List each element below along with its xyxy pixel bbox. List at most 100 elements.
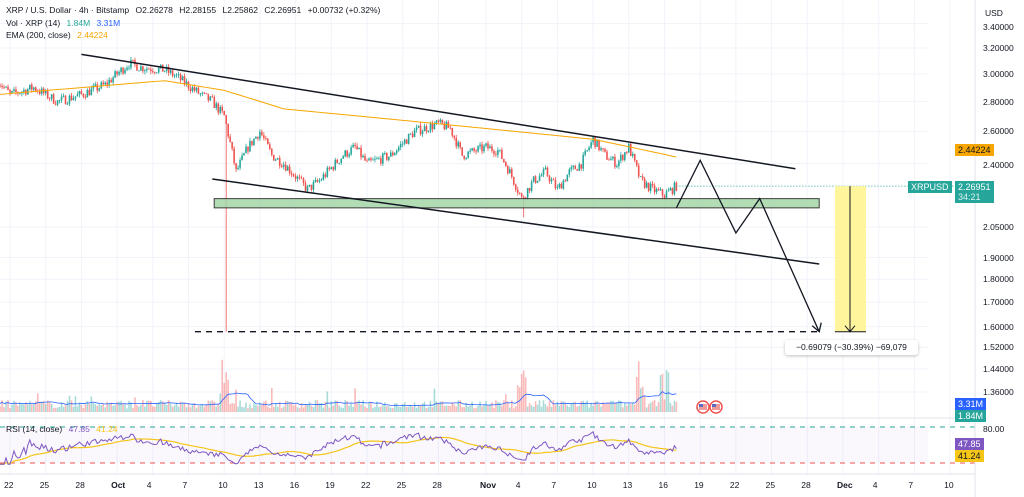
volume-bar — [530, 405, 533, 412]
volume-bar — [247, 408, 249, 412]
volume-bar — [54, 407, 57, 412]
candle-body — [499, 149, 501, 151]
candle-body — [548, 176, 551, 182]
volume-bar — [512, 408, 515, 412]
volume-bar — [370, 402, 372, 412]
volume-bar — [60, 402, 63, 412]
volume-bar — [552, 400, 555, 412]
candle-body — [142, 66, 144, 72]
volume-bar — [153, 406, 156, 412]
volume-bar — [144, 406, 146, 412]
candle-body — [390, 152, 392, 157]
date-tick: 10 — [587, 480, 597, 490]
volume-bar — [376, 401, 378, 412]
volume-bar — [276, 406, 279, 412]
candle-body — [528, 188, 531, 191]
candle-body — [380, 158, 382, 164]
volume-bar — [598, 403, 600, 412]
volume-bar — [336, 400, 339, 412]
candle-body — [33, 87, 35, 90]
volume-bar — [348, 405, 350, 412]
candle-body — [144, 70, 146, 72]
candle-body — [594, 137, 596, 147]
price-tick: 2.80000 — [983, 96, 1014, 107]
volume-bar — [231, 402, 233, 412]
symbol-tag: XRPUSD — [908, 181, 952, 193]
rsi-upper-label: 80.00 — [983, 424, 1005, 434]
candle-body — [50, 94, 53, 99]
volume-bar — [296, 407, 299, 412]
candle-body — [608, 159, 610, 161]
volume-bar — [338, 405, 341, 412]
candle-body — [316, 180, 319, 182]
candle-body — [272, 154, 275, 161]
volume-bar — [332, 405, 335, 412]
volume-bar — [197, 406, 200, 412]
candle-body — [298, 176, 301, 178]
volume-bar — [324, 401, 327, 412]
candle-body — [628, 143, 630, 153]
candle-body — [223, 111, 225, 116]
volume-bar — [645, 407, 648, 412]
candle-body — [112, 77, 114, 83]
volume-bar — [306, 404, 309, 412]
volume-bar — [501, 405, 503, 412]
volume-bar — [620, 401, 622, 412]
candle-body — [66, 103, 69, 105]
candle-body — [231, 141, 233, 149]
candle-body — [397, 147, 400, 151]
candle-body — [393, 153, 396, 156]
price-tick: 1.60000 — [983, 321, 1014, 332]
volume-bar — [540, 406, 543, 412]
volume-bar — [649, 402, 652, 412]
volume-bar — [25, 402, 27, 412]
candle-body — [265, 138, 267, 139]
volume-bar — [380, 406, 382, 412]
candle-body — [31, 84, 33, 90]
volume-bar — [227, 379, 229, 412]
volume-bar — [278, 402, 281, 412]
volume-bar — [425, 408, 428, 412]
volume-bar — [483, 404, 485, 412]
date-tick: Dec — [837, 480, 853, 490]
candle-body — [193, 87, 196, 91]
volume-bar — [455, 406, 458, 412]
volume-bar — [31, 404, 33, 412]
candle-body — [150, 69, 152, 72]
volume-bar — [167, 400, 170, 412]
volume-bar — [201, 404, 204, 412]
candle-body — [509, 169, 511, 174]
volume-bar — [342, 407, 344, 412]
volume-bar — [671, 405, 674, 412]
candle-body — [542, 169, 545, 175]
volume-bar — [124, 404, 126, 412]
candle-body — [606, 151, 608, 160]
candle-body — [235, 163, 237, 170]
candle-body — [505, 162, 507, 167]
volume-bar — [221, 359, 224, 412]
candle-body — [510, 169, 513, 177]
volume-bar — [669, 402, 672, 412]
candle-body — [489, 146, 491, 149]
candle-body — [501, 149, 503, 159]
candle-body — [582, 154, 584, 169]
candle-body — [219, 106, 222, 113]
candle-body — [629, 143, 632, 156]
date-tick: 13 — [622, 480, 633, 490]
volume-bar — [96, 405, 99, 412]
candle-body — [536, 180, 539, 183]
volume-bar — [459, 400, 462, 412]
candle-body — [249, 140, 251, 152]
volume-bar — [378, 407, 380, 412]
candle-body — [421, 131, 424, 135]
candle-body — [493, 150, 495, 155]
candle-body — [152, 71, 154, 73]
candle-body — [211, 96, 214, 98]
date-tick: 22 — [361, 480, 371, 490]
candle-body — [433, 123, 436, 130]
volume-bar — [90, 396, 93, 412]
candle-body — [148, 68, 150, 70]
volume-bar — [417, 405, 420, 412]
ema-line — [0, 80, 677, 158]
